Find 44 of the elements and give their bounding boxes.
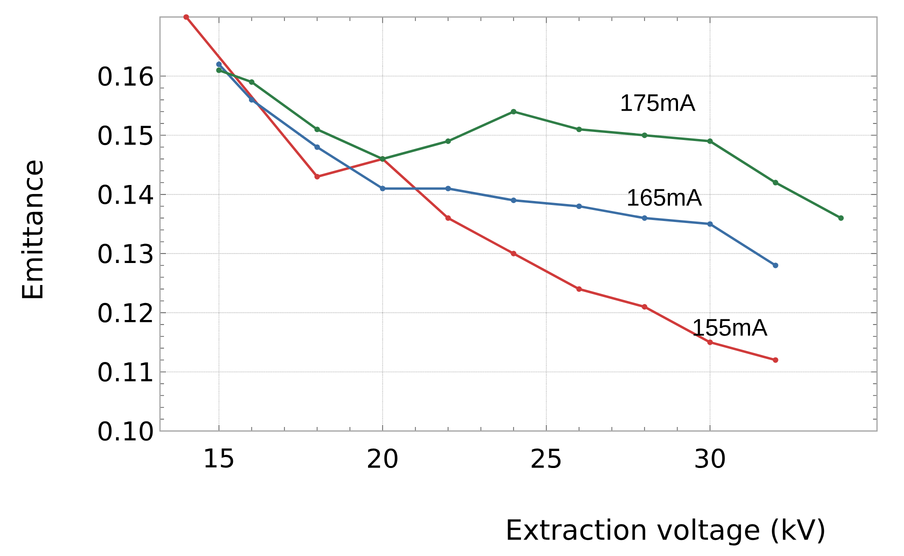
point bbox=[445, 215, 451, 221]
point bbox=[216, 62, 222, 68]
point bbox=[314, 126, 320, 132]
y-tick-label: 0.16 bbox=[98, 66, 153, 86]
point bbox=[642, 132, 648, 138]
y-tick-label: 0.12 bbox=[98, 302, 152, 322]
series-label: 165mA bbox=[628, 188, 702, 206]
point bbox=[576, 286, 582, 292]
point bbox=[248, 97, 254, 103]
point bbox=[707, 221, 713, 227]
point bbox=[772, 180, 778, 186]
x-axis-title: Extraction voltage (kV) bbox=[508, 518, 824, 546]
x-tick-label: 15 bbox=[205, 448, 234, 468]
point bbox=[576, 203, 582, 210]
point bbox=[314, 144, 320, 150]
x-tick-label: 30 bbox=[696, 448, 725, 468]
y-tick-label: 0.14 bbox=[98, 184, 154, 204]
point bbox=[642, 215, 648, 221]
point bbox=[445, 138, 451, 144]
point bbox=[838, 215, 844, 221]
point bbox=[642, 304, 648, 310]
series-label: 175mA bbox=[622, 94, 696, 112]
x-tick-label: 25 bbox=[532, 448, 561, 468]
point bbox=[510, 198, 516, 204]
y-tick-label: 0.11 bbox=[98, 362, 152, 382]
point bbox=[445, 186, 451, 192]
series-label: 155mA bbox=[694, 319, 768, 336]
x-tick-label: 20 bbox=[368, 448, 398, 468]
y-tick-label: 0.15 bbox=[98, 125, 152, 146]
point bbox=[380, 186, 386, 192]
point bbox=[314, 174, 320, 180]
point bbox=[772, 262, 778, 268]
point bbox=[510, 108, 516, 114]
y-axis-title: Emittance bbox=[21, 160, 43, 298]
point bbox=[510, 250, 516, 256]
point bbox=[772, 357, 778, 363]
point bbox=[707, 138, 713, 144]
point bbox=[216, 67, 222, 74]
point bbox=[576, 126, 582, 132]
y-tick-label: 0.10 bbox=[98, 421, 153, 441]
point bbox=[707, 339, 713, 346]
point bbox=[248, 79, 254, 85]
point bbox=[183, 14, 189, 20]
y-tick-label: 0.13 bbox=[98, 244, 152, 264]
